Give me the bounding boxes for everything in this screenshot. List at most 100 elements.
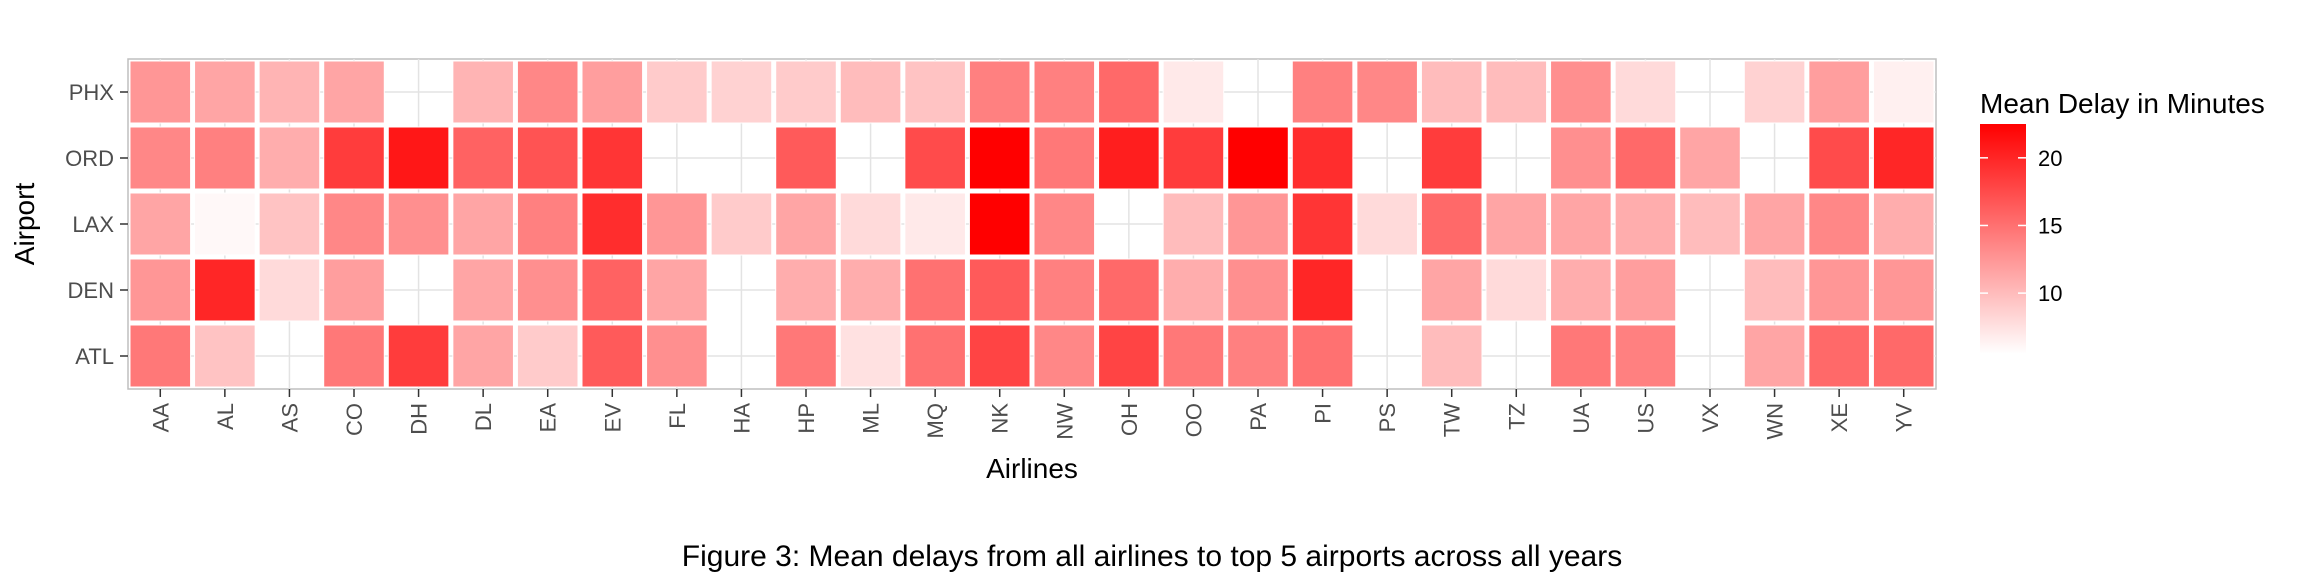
heatmap-tile <box>258 60 321 124</box>
heatmap-tile <box>516 192 579 256</box>
x-tick-label: ML <box>859 403 884 434</box>
heatmap-tile <box>1485 60 1548 124</box>
heatmap-tile <box>968 324 1031 388</box>
x-tick-label: TW <box>1440 403 1465 437</box>
x-tick-label: NK <box>988 403 1013 434</box>
heatmap-tile <box>323 192 385 256</box>
heatmap-tile <box>516 126 579 190</box>
heatmap-tile <box>516 258 579 322</box>
heatmap-tile <box>1227 192 1289 256</box>
x-tick-label: TZ <box>1504 403 1529 430</box>
heatmap-tile <box>1872 126 1935 190</box>
heatmap-tile <box>1420 324 1483 388</box>
heatmap-tile <box>1291 258 1354 322</box>
heatmap-tile <box>581 60 644 124</box>
heatmap-tile <box>1098 324 1160 388</box>
x-tick-label: MQ <box>923 403 948 438</box>
x-tick-label: VX <box>1698 403 1723 433</box>
heatmap-tile <box>710 192 773 256</box>
heatmap-tile <box>646 192 708 256</box>
heatmap-tile <box>839 60 902 124</box>
x-tick-label: PS <box>1375 403 1400 432</box>
x-tick-label: AL <box>213 403 238 430</box>
heatmap-tile <box>1356 192 1418 256</box>
heatmap-tile <box>775 324 837 388</box>
heatmap-tile <box>1550 324 1612 388</box>
heatmap-tile <box>387 324 450 388</box>
heatmap-tile <box>1550 126 1612 190</box>
legend-tick-label: 20 <box>2038 146 2062 171</box>
x-tick-label: DL <box>471 403 496 431</box>
heatmap-tile <box>1033 192 1096 256</box>
heatmap-tile <box>452 192 514 256</box>
heatmap-tile <box>1291 324 1354 388</box>
heatmap-tile <box>323 126 385 190</box>
heatmap-tile <box>1614 60 1677 124</box>
heatmap-tile <box>775 258 837 322</box>
heatmap-tile <box>904 258 966 322</box>
heatmap-tile <box>1227 126 1289 190</box>
heatmap-tile <box>1291 192 1354 256</box>
heatmap-tile <box>1098 258 1160 322</box>
y-tick-label: PHX <box>69 80 115 105</box>
heatmap-tile <box>129 192 192 256</box>
heatmap-tile <box>839 324 902 388</box>
heatmap-tile <box>1679 192 1741 256</box>
heatmap-tiles <box>129 60 1935 388</box>
legend-colorbar <box>1980 124 2026 354</box>
heatmap-tile <box>129 258 192 322</box>
heatmap-tile <box>1808 60 1870 124</box>
heatmap-tile <box>1420 258 1483 322</box>
heatmap-tile <box>1033 324 1096 388</box>
heatmap-tile <box>1550 192 1612 256</box>
x-tick-label: EV <box>600 403 625 433</box>
heatmap-tile <box>1872 258 1935 322</box>
y-axis-title: Airport <box>9 183 40 266</box>
x-tick-label: EA <box>536 403 561 433</box>
heatmap-tile <box>194 192 256 256</box>
heatmap-tile <box>1420 60 1483 124</box>
heatmap-tile <box>1162 258 1225 322</box>
heatmap-tile <box>1872 324 1935 388</box>
heatmap-tile <box>710 60 773 124</box>
heatmap-tile <box>452 324 514 388</box>
heatmap-tile <box>194 258 256 322</box>
heatmap-chart: PHX ORD LAX DEN ATL AA AL AS CO DH DL EA EV FL HA HP ML… <box>9 58 2265 484</box>
heatmap-tile <box>1614 192 1677 256</box>
y-tick-label: ORD <box>65 146 114 171</box>
x-tick-label: WN <box>1763 403 1788 440</box>
heatmap-tile <box>839 258 902 322</box>
heatmap-tile <box>581 192 644 256</box>
heatmap-tile <box>194 60 256 124</box>
heatmap-tile <box>1098 60 1160 124</box>
heatmap-tile <box>1033 126 1096 190</box>
heatmap-tile <box>581 258 644 322</box>
heatmap-tile <box>1485 192 1548 256</box>
heatmap-tile <box>1356 60 1418 124</box>
heatmap-tile <box>968 258 1031 322</box>
heatmap-tile <box>1614 258 1677 322</box>
heatmap-tile <box>129 126 192 190</box>
legend-tick-label: 15 <box>2038 213 2062 238</box>
x-tick-label: HP <box>794 403 819 434</box>
heatmap-tile <box>581 126 644 190</box>
x-tick-label: YV <box>1892 403 1917 433</box>
heatmap-tile <box>1420 126 1483 190</box>
heatmap-tile <box>1743 192 1806 256</box>
heatmap-tile <box>904 324 966 388</box>
heatmap-tile <box>646 324 708 388</box>
heatmap-tile <box>1743 324 1806 388</box>
y-tick-label: ATL <box>75 344 114 369</box>
x-tick-label: OO <box>1181 403 1206 437</box>
heatmap-tile <box>1550 60 1612 124</box>
heatmap-tile <box>904 192 966 256</box>
heatmap-tile <box>775 126 837 190</box>
heatmap-tile <box>1162 126 1225 190</box>
heatmap-tile <box>1485 258 1548 322</box>
heatmap-tile <box>581 324 644 388</box>
heatmap-tile <box>516 60 579 124</box>
heatmap-tile <box>258 258 321 322</box>
y-tick-label: DEN <box>68 278 114 303</box>
y-axis-ticks: PHX ORD LAX DEN ATL <box>65 80 128 369</box>
heatmap-tile <box>968 192 1031 256</box>
